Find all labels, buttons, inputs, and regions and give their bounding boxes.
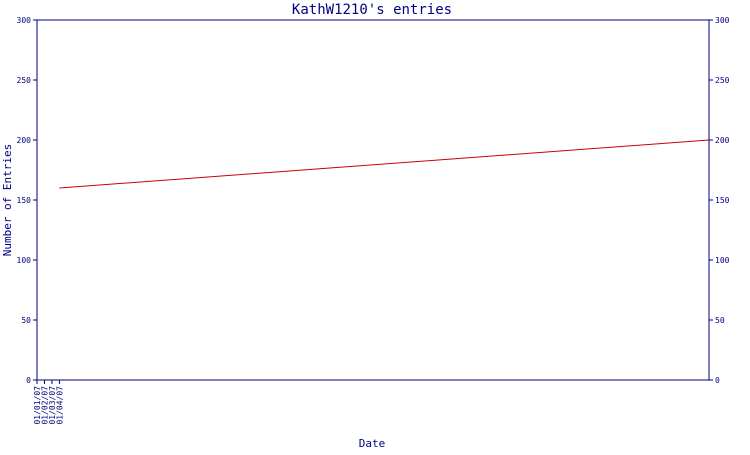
y-tick-label-right: 250 <box>715 76 730 85</box>
y-tick-label-left: 250 <box>17 76 32 85</box>
y-tick-label-left: 200 <box>17 136 32 145</box>
x-tick-label: 01/03/07 <box>48 386 57 425</box>
y-tick-label-right: 150 <box>715 196 730 205</box>
y-axis-label: Number of Entries <box>1 144 14 257</box>
plot-area <box>36 19 710 381</box>
y-tick-label-right: 100 <box>715 256 730 265</box>
y-axis-right: 0 50 100 150 200 250 300 <box>709 16 730 385</box>
x-axis-label: Date <box>359 437 386 450</box>
y-tick-label-left: 300 <box>17 16 32 25</box>
y-tick-label-left: 150 <box>17 196 32 205</box>
x-tick-label: 01/04/07 <box>55 386 64 425</box>
y-tick-label-right: 0 <box>715 376 720 385</box>
y-tick-label-left: 0 <box>26 376 31 385</box>
y-tick-label-left: 100 <box>17 256 32 265</box>
y-tick-label-right: 50 <box>715 316 725 325</box>
x-tick-label: 01/01/07 <box>33 386 42 425</box>
x-tick-label: 01/02/07 <box>40 386 49 425</box>
y-tick-label-right: 300 <box>715 16 730 25</box>
y-tick-label-left: 50 <box>21 316 31 325</box>
series-layer <box>59 139 710 189</box>
series-line <box>59 139 710 189</box>
chart-title: KathW1210's entries <box>292 2 452 18</box>
y-axis-left: 0 50 100 150 200 250 300 <box>17 16 37 385</box>
y-tick-label-right: 200 <box>715 136 730 145</box>
